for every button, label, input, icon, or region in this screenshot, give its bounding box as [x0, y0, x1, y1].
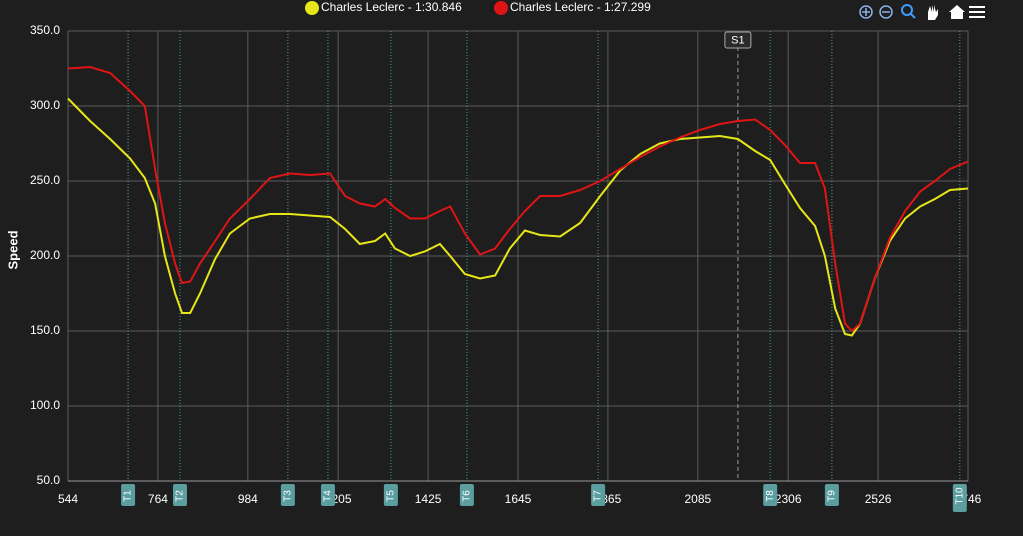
turn-marker-box [320, 484, 335, 506]
x-tick-label: 764 [148, 492, 168, 506]
x-tick-label: 2306 [775, 492, 802, 506]
y-tick-label: 100.0 [30, 398, 60, 412]
x-tick-label: 1645 [505, 492, 532, 506]
x-tick-label: 1425 [415, 492, 442, 506]
series-line [67, 65, 969, 333]
turn-marker-box [591, 484, 606, 506]
turn-marker-label: T1 [123, 490, 134, 502]
turn-marker-box [280, 484, 295, 506]
y-axis-label: Speed [5, 230, 20, 269]
turn-marker-box [383, 484, 398, 506]
y-tick-label: 150.0 [30, 323, 60, 337]
zoom-in-plus [862, 8, 870, 16]
x-tick-label: 984 [238, 492, 258, 506]
turn-marker-label: T8 [765, 490, 776, 502]
series-line [67, 97, 969, 337]
turn-marker-label: T5 [386, 490, 397, 502]
y-tick-label: 250.0 [30, 173, 60, 187]
x-tick-label: 2085 [684, 492, 711, 506]
pan-icon[interactable] [928, 5, 938, 20]
turn-marker-label: T2 [175, 490, 186, 502]
y-tick-label: 350.0 [30, 23, 60, 37]
turn-marker-box [952, 484, 967, 512]
zoom-in-icon[interactable] [859, 5, 873, 19]
turn-marker-label: T4 [323, 490, 334, 502]
sector-marker-label: S1 [731, 34, 744, 46]
turn-marker-label: T7 [593, 490, 604, 502]
x-tick-label: 2526 [865, 492, 892, 506]
turn-marker-label: T10 [954, 487, 965, 505]
turn-marker-box [763, 484, 778, 506]
zoom-out-icon[interactable] [879, 5, 893, 19]
x-tick-label: 544 [58, 492, 78, 506]
y-tick-label: 50.0 [37, 473, 61, 487]
legend-marker[interactable] [305, 1, 319, 15]
turn-marker-label: T3 [283, 490, 294, 502]
turn-marker-box [459, 484, 474, 506]
menu-icon[interactable] [969, 6, 985, 18]
turn-marker-box [824, 484, 839, 506]
legend-marker[interactable] [494, 1, 508, 15]
turn-marker-box [121, 484, 136, 506]
home-icon[interactable] [949, 5, 965, 19]
legend-label: Charles Leclerc - 1:30.846 [321, 0, 462, 14]
toolbar[interactable] [859, 4, 985, 20]
sector-marker-box [724, 31, 752, 49]
turn-marker-label: T6 [462, 490, 473, 502]
zoom-handle [910, 13, 916, 19]
zoom-icon[interactable] [901, 4, 913, 16]
turn-marker-label: T9 [827, 490, 838, 502]
y-tick-label: 300.0 [30, 98, 60, 112]
y-tick-label: 200.0 [30, 248, 60, 262]
legend-label: Charles Leclerc - 1:27.299 [510, 0, 651, 14]
turn-marker-box [172, 484, 187, 506]
